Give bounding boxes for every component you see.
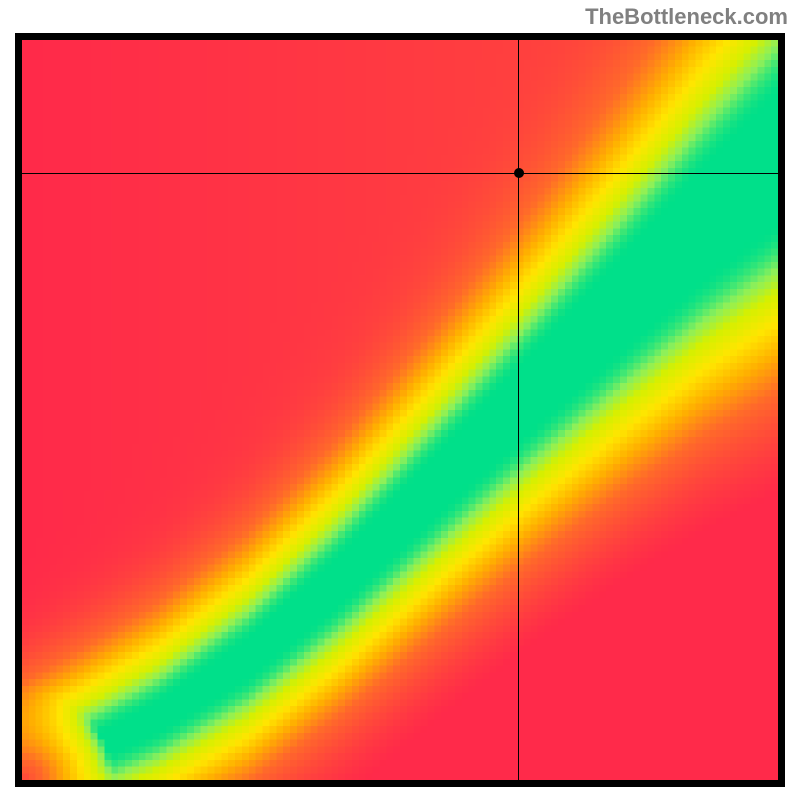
- crosshair-horizontal: [22, 173, 778, 174]
- crosshair-marker: [514, 168, 524, 178]
- crosshair-vertical: [518, 40, 519, 780]
- chart-container: TheBottleneck.com: [0, 0, 800, 800]
- plot-frame: [15, 33, 785, 787]
- plot-border: [15, 33, 785, 787]
- watermark-text: TheBottleneck.com: [585, 4, 788, 30]
